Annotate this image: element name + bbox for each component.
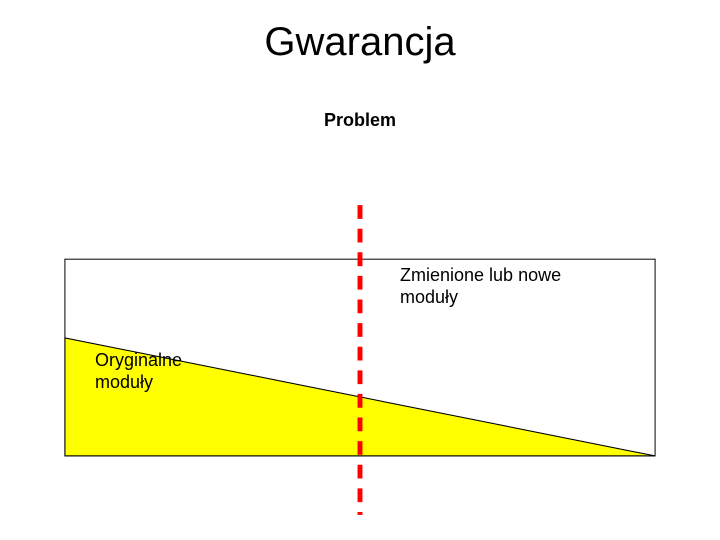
original-modules-label: Oryginalne moduły	[95, 350, 182, 393]
problem-label: Problem	[0, 110, 720, 131]
modified-modules-label-line1: Zmienione lub nowe	[400, 265, 561, 285]
original-modules-label-line2: moduły	[95, 372, 153, 392]
page-title: Gwarancja	[0, 20, 720, 65]
original-modules-label-line1: Oryginalne	[95, 350, 182, 370]
modified-modules-label-line2: moduły	[400, 287, 458, 307]
modified-modules-label: Zmienione lub nowe moduły	[400, 265, 561, 308]
